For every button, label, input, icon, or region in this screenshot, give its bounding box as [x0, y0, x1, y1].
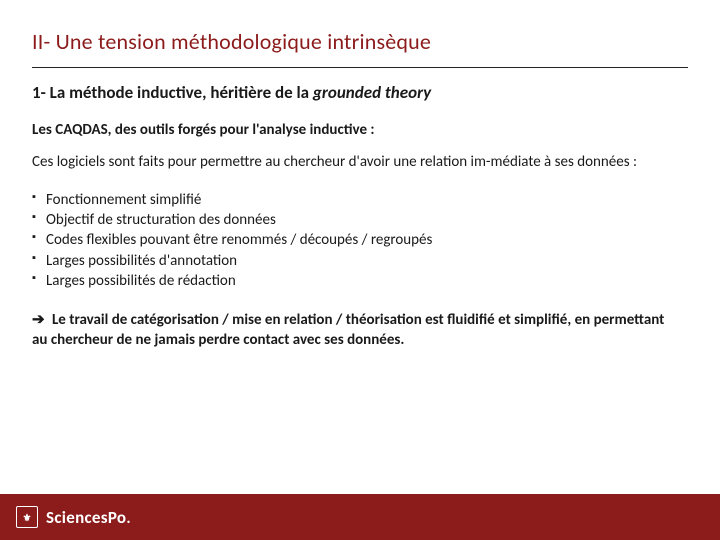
subtitle: 1- La méthode inductive, héritière de la… [32, 82, 688, 103]
bullet-list: Fonctionnement simplifié Objectif de str… [32, 190, 688, 291]
logo-text: SciencesPo [46, 507, 126, 528]
arrow-icon: ➔ [32, 311, 45, 329]
subtitle-italic: grounded theory [313, 82, 431, 103]
list-item: Codes flexibles pouvant être renommés / … [32, 230, 688, 250]
intro-paragraph: Ces logiciels sont faits pour permettre … [32, 153, 672, 172]
list-item: Larges possibilités d'annotation [32, 251, 688, 271]
logo-text-wrap: SciencesPo. [46, 507, 131, 528]
section-label: Les CAQDAS, des outils forgés pour l'ana… [32, 121, 688, 139]
list-item: Larges possibilités de rédaction [32, 271, 688, 291]
footer-bar: ⚜ SciencesPo. [0, 494, 720, 540]
list-item: Fonctionnement simplifié [32, 190, 688, 210]
logo-dot: . [126, 509, 130, 528]
slide-root: II- Une tension méthodologique intrinsèq… [0, 0, 720, 540]
content-area: 1- La méthode inductive, héritière de la… [0, 68, 720, 350]
conclusion-text: Le travail de catégorisation / mise en r… [32, 311, 664, 349]
conclusion: ➔ Le travail de catégorisation / mise en… [32, 311, 680, 350]
slide-title: II- Une tension méthodologique intrinsèq… [32, 28, 688, 55]
logo: ⚜ SciencesPo. [16, 506, 131, 528]
logo-emblem-icon: ⚜ [16, 506, 38, 528]
list-item: Objectif de structuration des données [32, 210, 688, 230]
subtitle-prefix: 1- La méthode inductive, héritière de la [32, 82, 313, 103]
title-area: II- Une tension méthodologique intrinsèq… [0, 0, 720, 61]
